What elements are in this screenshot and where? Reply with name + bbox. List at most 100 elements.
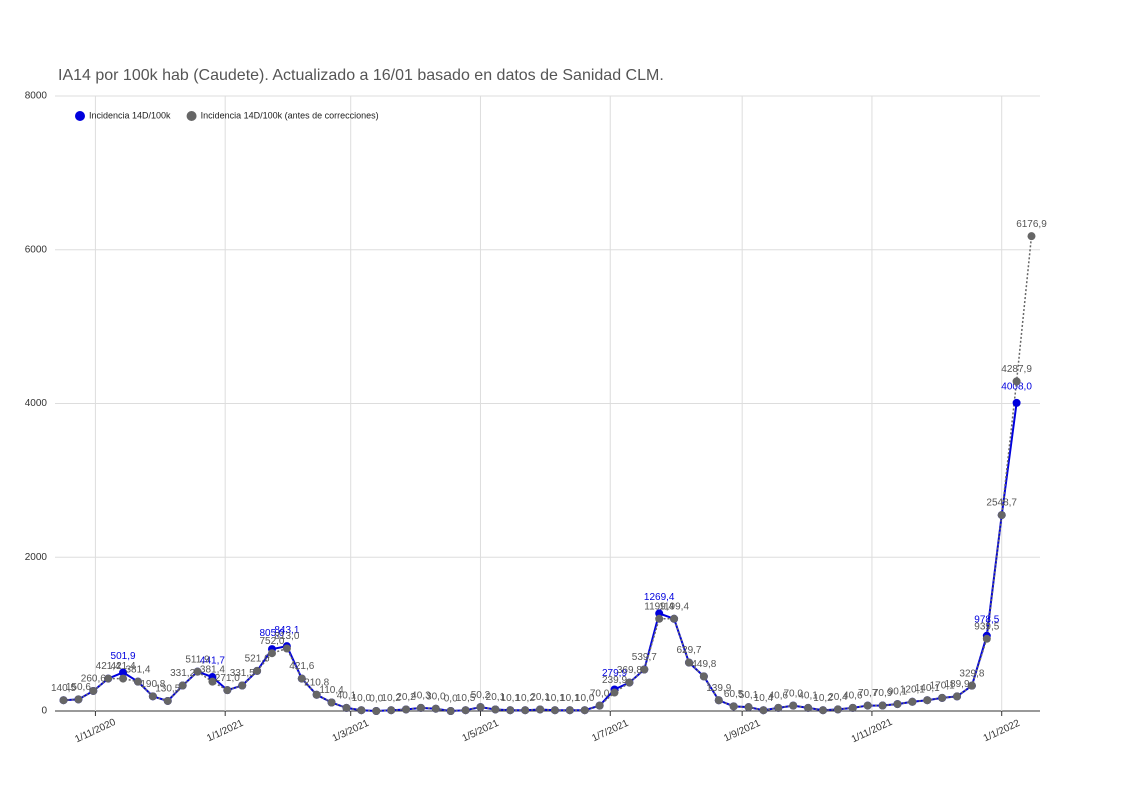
data-label: 40,3 xyxy=(411,691,431,702)
x-tick-label: 1/11/2021 xyxy=(850,717,895,746)
data-point xyxy=(163,696,172,705)
data-point xyxy=(119,674,128,683)
data-point xyxy=(848,703,857,712)
legend-label: Incidencia 14D/100k xyxy=(89,110,171,120)
data-label: 40,1 xyxy=(798,691,818,702)
data-point xyxy=(536,705,545,714)
data-point xyxy=(1012,398,1021,407)
data-point xyxy=(923,696,932,705)
data-label: 449,8 xyxy=(691,659,716,670)
data-label: 331,2 xyxy=(170,668,195,679)
y-tick-label: 0 xyxy=(41,706,47,717)
data-point xyxy=(104,674,113,683)
data-label: 752,0 xyxy=(259,636,284,647)
data-point xyxy=(312,690,321,699)
data-point xyxy=(684,658,693,667)
data-point xyxy=(402,705,411,714)
data-point xyxy=(119,668,128,677)
data-label: 239,9 xyxy=(602,675,627,686)
x-tick-label: 1/11/2020 xyxy=(73,717,118,746)
data-point xyxy=(208,677,217,686)
data-label: 10,2 xyxy=(515,693,535,704)
data-point xyxy=(893,700,902,709)
data-label: 10,1 xyxy=(501,693,521,704)
data-label: 441,7 xyxy=(200,656,225,667)
data-label: 4287,9 xyxy=(1001,364,1032,375)
data-label: 501,9 xyxy=(111,651,136,662)
data-label: 421,4 xyxy=(96,661,121,672)
data-label: 170,1 xyxy=(930,681,955,692)
data-label: 40,6 xyxy=(843,691,863,702)
data-point xyxy=(982,634,991,643)
data-label: 70,9 xyxy=(873,688,893,699)
data-label: 10,0 xyxy=(352,693,372,704)
data-label: 978,5 xyxy=(974,614,999,625)
data-label: 190,8 xyxy=(140,679,165,690)
data-point xyxy=(372,707,381,715)
data-point xyxy=(133,677,142,686)
data-point xyxy=(670,614,679,623)
data-point xyxy=(327,698,336,707)
data-label: 539,7 xyxy=(632,652,657,663)
data-label: 150,6 xyxy=(66,682,91,693)
data-label: 4008,0 xyxy=(1001,382,1032,393)
data-point xyxy=(804,703,813,712)
data-label: 843,1 xyxy=(274,625,299,636)
data-point xyxy=(938,693,947,702)
data-point xyxy=(491,705,500,714)
data-label: 10,2 xyxy=(813,693,833,704)
data-label: 381,4 xyxy=(200,664,225,675)
data-label: 110,4 xyxy=(319,685,344,696)
data-point xyxy=(357,706,366,715)
data-label: 30,0 xyxy=(426,691,446,702)
data-label: 10,1 xyxy=(545,693,565,704)
data-point xyxy=(387,706,396,715)
data-label: 189,9 xyxy=(945,679,970,690)
data-point xyxy=(178,681,187,690)
data-label: 20,1 xyxy=(530,692,550,703)
data-point xyxy=(550,706,559,715)
data-label: 90,1 xyxy=(888,687,908,698)
data-label: 813,0 xyxy=(274,631,299,642)
data-point xyxy=(297,674,306,683)
data-label: 421,4 xyxy=(111,661,136,672)
data-label: 271,0 xyxy=(215,673,240,684)
data-label: 20,1 xyxy=(486,692,506,703)
data-label: 140,1 xyxy=(915,683,940,694)
data-point xyxy=(476,703,485,712)
data-point xyxy=(461,706,470,715)
data-label: 381,4 xyxy=(125,664,150,675)
data-point xyxy=(59,696,68,705)
x-tick-label: 1/9/2021 xyxy=(722,718,762,745)
data-label: 629,7 xyxy=(676,645,701,656)
data-label: 70,7 xyxy=(858,688,878,699)
data-point xyxy=(580,706,589,715)
data-point xyxy=(729,702,738,711)
data-point xyxy=(774,703,783,712)
data-point xyxy=(193,667,202,676)
data-point xyxy=(625,678,634,687)
x-tick-label: 1/1/2022 xyxy=(982,718,1022,745)
data-point xyxy=(253,666,262,675)
data-point xyxy=(89,686,98,695)
chart-title: IA14 por 100k hab (Caudete). Actualizado… xyxy=(58,67,664,84)
data-label: 421,6 xyxy=(289,661,314,672)
data-label: 10,1 xyxy=(560,693,580,704)
data-label: 521,6 xyxy=(245,654,270,665)
data-point xyxy=(416,703,425,712)
data-label: 329,8 xyxy=(959,668,984,679)
data-point xyxy=(759,706,768,715)
data-point xyxy=(908,697,917,706)
data-label: 1199,4 xyxy=(659,601,689,612)
data-point xyxy=(521,706,530,715)
data-label: 140,5 xyxy=(51,683,76,694)
y-tick-label: 8000 xyxy=(25,91,48,102)
data-label: 279,9 xyxy=(602,668,627,679)
data-label: 1199,4 xyxy=(644,601,674,612)
data-label: 70,0 xyxy=(783,688,803,699)
data-label: 70,0 xyxy=(590,688,610,699)
data-point xyxy=(789,701,798,710)
data-label: 2548,7 xyxy=(986,498,1017,509)
data-point xyxy=(819,706,828,715)
